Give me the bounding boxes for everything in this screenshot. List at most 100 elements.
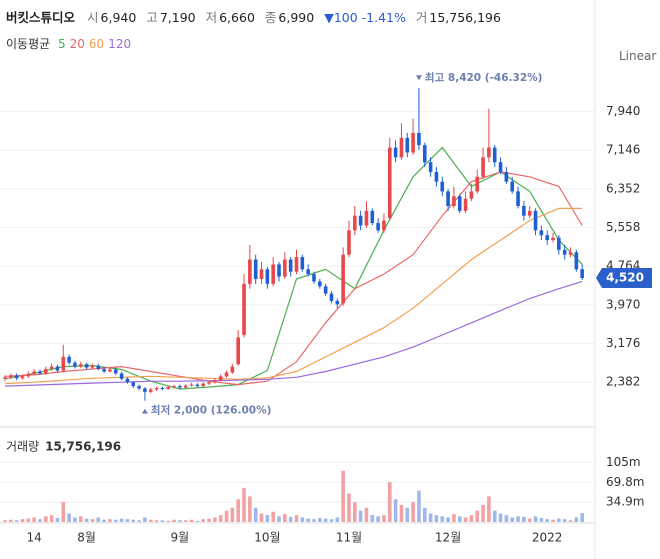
volume-bar: [224, 510, 229, 522]
y-tick-label: 3,970: [606, 297, 640, 311]
volume-bar: [137, 520, 141, 522]
legend-entry: 60: [88, 37, 105, 51]
change-pct: -1.41%: [361, 10, 406, 25]
x-tick-label: 10월: [254, 531, 280, 545]
volume-bar: [457, 516, 462, 522]
high-annotation: 최고 8,420 (-46.32%): [425, 71, 543, 84]
volume-bar: [67, 513, 71, 522]
volume-bar: [318, 518, 322, 522]
candle-body: [119, 373, 124, 379]
volume-bar: [475, 510, 480, 522]
candle-body: [446, 191, 450, 206]
volume-bar: [283, 514, 287, 522]
candle-body: [38, 371, 42, 374]
y-tick-label: 69.8m: [606, 475, 644, 489]
volume-title: 거래량: [6, 440, 39, 454]
candle-body: [510, 181, 515, 192]
candle-body: [457, 196, 462, 211]
candle-body: [551, 237, 555, 241]
candle-body: [242, 283, 246, 335]
volume-bar: [207, 518, 211, 522]
volume-bar: [341, 470, 345, 522]
volume-bar: [492, 510, 497, 522]
volume-bar: [557, 518, 561, 522]
candle-body: [516, 191, 520, 206]
volume-bar: [44, 516, 48, 522]
candle-body: [55, 366, 60, 371]
candle-body: [213, 380, 217, 383]
value: 6,660: [219, 10, 255, 25]
candle-body: [300, 257, 305, 270]
volume-bar: [387, 482, 392, 522]
candle-body: [376, 223, 380, 231]
volume-bar: [487, 496, 491, 522]
candle-body: [387, 147, 392, 219]
volume-bar: [236, 499, 240, 522]
x-tick-label: 11월: [336, 531, 362, 545]
candle-body: [428, 162, 433, 172]
candle-body: [312, 274, 316, 282]
legend-title: 이동평균: [6, 37, 51, 51]
volume-bar: [26, 518, 31, 522]
candle-body: [44, 369, 48, 374]
ma-legend: 이동평균 5 20 60 120: [6, 35, 135, 52]
volume-bar: [376, 516, 380, 522]
candle-body: [562, 249, 567, 255]
candle-body: [14, 375, 19, 379]
volume-bar: [306, 518, 310, 522]
volume-bar: [84, 518, 89, 522]
volume-bar: [434, 515, 439, 522]
volume-bar: [312, 519, 316, 522]
value: 6,990: [278, 10, 315, 25]
candle-body: [143, 388, 147, 392]
x-tick-label: 8월: [77, 531, 96, 545]
volume-bar: [335, 517, 340, 522]
volume-bar: [38, 519, 42, 522]
high-marker: [415, 75, 422, 81]
candle-body: [294, 257, 299, 272]
volume-bar: [166, 520, 171, 522]
candle-body: [463, 198, 468, 211]
label: 거: [415, 10, 428, 25]
volume-bar: [195, 520, 200, 522]
volume-bar: [545, 519, 549, 522]
scale-mode[interactable]: Linear: [619, 49, 657, 63]
ma-line: [4, 146, 583, 390]
volume-bar: [353, 502, 357, 522]
y-tick-label: 3,176: [606, 336, 640, 350]
volume-bar: [405, 507, 410, 522]
candle-body: [539, 230, 544, 236]
low-annotation: 최저 2,000 (126.00%): [151, 404, 271, 417]
volume-bar: [323, 518, 328, 522]
candle-body: [154, 388, 159, 390]
candle-body: [329, 293, 334, 301]
label: 종: [264, 10, 277, 25]
candle-body: [207, 382, 211, 384]
ma-line: [4, 280, 583, 387]
volume-bar: [20, 519, 25, 522]
candle-body: [283, 259, 287, 277]
candle-body: [201, 383, 206, 387]
value: 7,190: [159, 10, 196, 25]
volume-bar: [148, 519, 153, 522]
volume-bar: [119, 518, 124, 522]
candle-body: [358, 215, 363, 226]
volume-bar: [32, 517, 36, 522]
candle-body: [522, 206, 526, 216]
candle-body: [481, 157, 485, 177]
candle-body: [259, 269, 264, 279]
candle-body: [498, 162, 503, 172]
candle-body: [172, 386, 176, 388]
volume-bar: [347, 493, 351, 522]
candle-body: [411, 133, 415, 153]
volume-bar: [522, 516, 526, 522]
candle-body: [26, 373, 31, 377]
volume-bar: [172, 519, 176, 522]
candle-body: [452, 196, 456, 206]
candle-body: [148, 389, 153, 392]
candle-body: [73, 362, 77, 367]
volume-bar: [551, 519, 555, 522]
volume-bar: [533, 516, 538, 522]
candle-body: [271, 264, 275, 284]
